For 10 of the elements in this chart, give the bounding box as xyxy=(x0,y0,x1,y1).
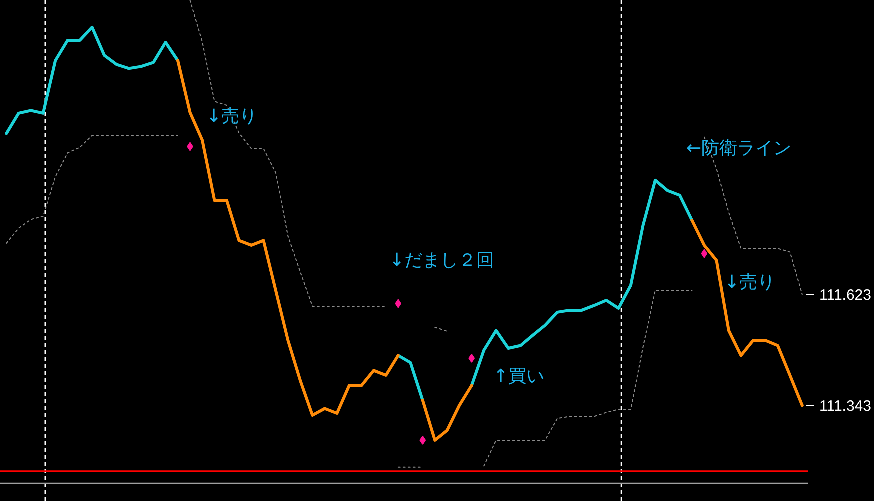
annotation: ↓売り xyxy=(724,272,776,293)
point xyxy=(701,249,708,258)
annotation: ↑買い xyxy=(494,366,545,387)
annotation: ↓売り xyxy=(206,106,258,127)
y-tick-label: 111.623 xyxy=(820,287,872,304)
point xyxy=(395,299,402,308)
y-tick-label: 111.343 xyxy=(820,398,872,416)
point xyxy=(420,436,426,445)
annotation: ←防衛ライン xyxy=(686,138,792,159)
annotation: ↓だまし２回 xyxy=(390,250,495,271)
